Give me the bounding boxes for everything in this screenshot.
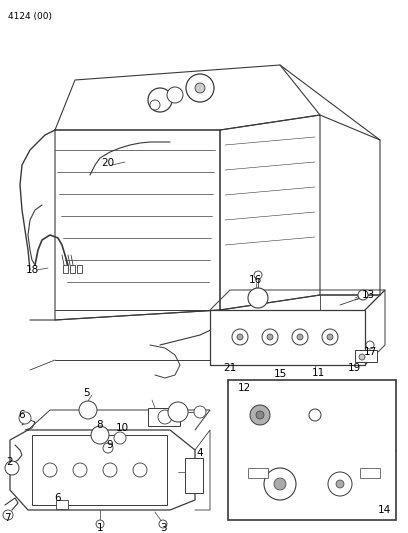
Bar	[63, 265, 68, 273]
Text: 10: 10	[115, 423, 129, 433]
Circle shape	[73, 463, 87, 477]
Text: 16: 16	[248, 275, 262, 285]
Bar	[185, 458, 203, 493]
Circle shape	[292, 329, 308, 345]
Text: 2: 2	[7, 457, 13, 467]
Text: 4: 4	[197, 448, 203, 458]
Bar	[70, 265, 75, 273]
Text: 6: 6	[55, 493, 61, 503]
Text: 17: 17	[364, 347, 377, 357]
Text: 7: 7	[4, 513, 10, 523]
Bar	[228, 380, 396, 520]
Circle shape	[133, 463, 147, 477]
Circle shape	[237, 334, 243, 340]
Circle shape	[359, 354, 365, 360]
Circle shape	[158, 410, 172, 424]
Circle shape	[5, 461, 19, 475]
Bar	[355, 350, 377, 362]
Bar	[77, 265, 82, 273]
Circle shape	[274, 478, 286, 490]
Text: 4124 (00): 4124 (00)	[8, 12, 52, 21]
Circle shape	[168, 402, 188, 422]
Text: 18: 18	[25, 265, 39, 275]
Circle shape	[254, 271, 262, 279]
Circle shape	[250, 405, 270, 425]
Circle shape	[103, 443, 113, 453]
Text: 8: 8	[97, 420, 103, 430]
Text: 13: 13	[361, 290, 375, 300]
Circle shape	[91, 426, 109, 444]
Circle shape	[328, 472, 352, 496]
Circle shape	[79, 401, 97, 419]
Text: 21: 21	[223, 363, 237, 373]
Circle shape	[232, 329, 248, 345]
Circle shape	[148, 88, 172, 112]
Circle shape	[366, 341, 374, 349]
Circle shape	[327, 334, 333, 340]
Circle shape	[96, 520, 104, 528]
Circle shape	[103, 463, 117, 477]
Circle shape	[358, 290, 368, 300]
Text: 1: 1	[97, 523, 103, 533]
Circle shape	[114, 432, 126, 444]
Circle shape	[195, 83, 205, 93]
Text: 14: 14	[377, 505, 390, 515]
Text: 5: 5	[84, 388, 90, 398]
Circle shape	[150, 100, 160, 110]
Circle shape	[194, 406, 206, 418]
Circle shape	[297, 334, 303, 340]
Bar	[32, 435, 167, 505]
Circle shape	[159, 520, 167, 528]
Circle shape	[248, 288, 268, 308]
Circle shape	[256, 411, 264, 419]
Circle shape	[336, 480, 344, 488]
Text: 20: 20	[102, 158, 115, 168]
Circle shape	[322, 329, 338, 345]
Circle shape	[167, 87, 183, 103]
Bar	[56, 500, 68, 509]
Circle shape	[3, 510, 13, 520]
Circle shape	[186, 74, 214, 102]
Circle shape	[43, 463, 57, 477]
Text: 15: 15	[273, 369, 287, 379]
Circle shape	[264, 468, 296, 500]
Circle shape	[309, 409, 321, 421]
Bar	[360, 468, 380, 478]
Circle shape	[262, 329, 278, 345]
Circle shape	[19, 412, 31, 424]
Text: 19: 19	[347, 363, 361, 373]
Bar	[148, 408, 180, 426]
Bar	[210, 310, 365, 365]
Circle shape	[267, 334, 273, 340]
Text: 11: 11	[311, 368, 325, 378]
Text: 6: 6	[19, 410, 25, 420]
Bar	[248, 468, 268, 478]
Text: 12: 12	[237, 383, 251, 393]
Text: 3: 3	[160, 523, 166, 533]
Text: 9: 9	[106, 440, 113, 450]
